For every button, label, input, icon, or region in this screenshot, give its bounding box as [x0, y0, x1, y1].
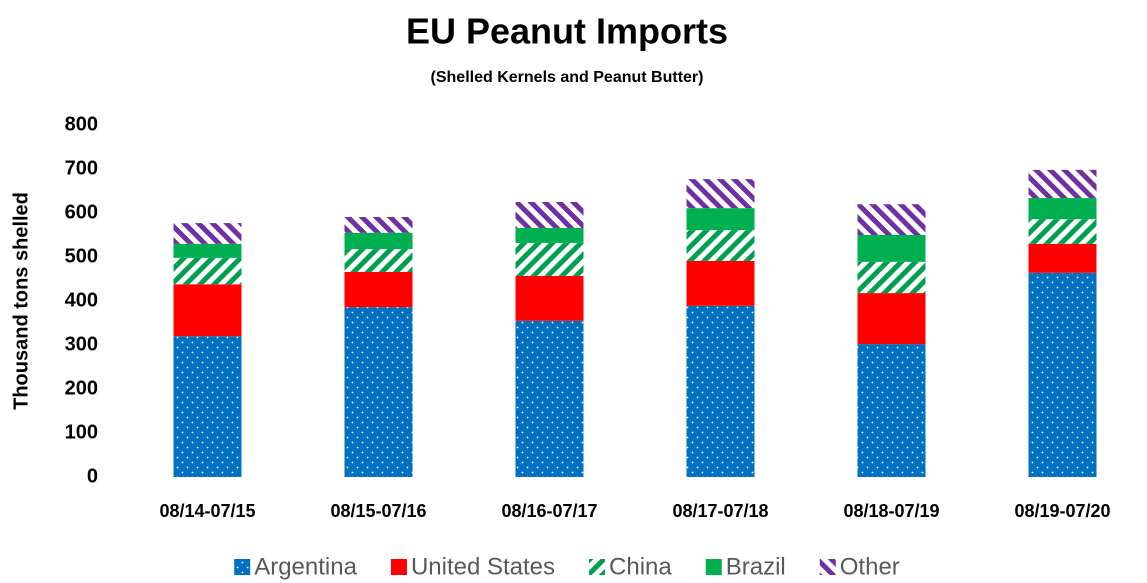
chart-subtitle: (Shelled Kernels and Peanut Butter): [431, 69, 704, 86]
x-tick-label: 08/19-07/20: [1014, 501, 1110, 521]
legend-label: Other: [840, 553, 900, 580]
legend-label: Argentina: [254, 553, 357, 580]
bar-segment: [857, 261, 926, 294]
y-tick-label: 100: [65, 421, 98, 443]
legend-label: Brazil: [726, 553, 786, 580]
bar-segment: [515, 227, 584, 243]
legend-swatch: [819, 559, 836, 575]
legend-item: Brazil: [705, 553, 786, 580]
bar-segment: [1028, 169, 1097, 199]
legend-label: China: [609, 553, 672, 580]
bar-segment: [173, 243, 242, 258]
bar-segment: [173, 284, 242, 337]
y-tick-label: 800: [65, 113, 98, 135]
bar-segment: [344, 232, 413, 250]
bar-segment: [515, 242, 584, 276]
bar-segment: [686, 208, 755, 231]
bar-segment: [344, 249, 413, 272]
x-tick-label: 08/16-07/17: [501, 501, 597, 521]
bar-segment: [1028, 198, 1097, 220]
legend-item: United States: [390, 553, 555, 580]
legend-label: United States: [411, 553, 555, 580]
bar-segment: [173, 336, 242, 477]
legend-item: China: [589, 553, 672, 580]
chart-title: EU Peanut Imports: [406, 11, 728, 52]
bar-segment: [857, 235, 926, 262]
y-axis-label: Thousand tons shelled: [10, 192, 32, 410]
y-tick-label: 300: [65, 333, 98, 355]
x-tick-label: 08/14-07/15: [159, 501, 255, 521]
bar-segment: [515, 275, 584, 321]
bar-segment: [173, 223, 242, 244]
bar-segment: [173, 257, 242, 285]
bar-segment: [686, 260, 755, 306]
bar-segment: [344, 216, 413, 233]
y-tick-label: 500: [65, 245, 98, 267]
y-tick-label: 600: [65, 201, 98, 223]
bar-segment: [344, 307, 413, 477]
bar-segment: [515, 320, 584, 477]
bar-segment: [1028, 243, 1097, 273]
y-tick-label: 400: [65, 289, 98, 311]
bar-segment: [857, 293, 926, 345]
y-tick-label: 0: [87, 465, 98, 487]
y-tick-label: 700: [65, 157, 98, 179]
legend-swatch: [234, 559, 251, 575]
bar-segment: [515, 202, 584, 228]
legend-item: Argentina: [234, 553, 358, 580]
bar-segment: [1028, 219, 1097, 244]
bar-segment: [686, 179, 755, 209]
y-tick-label: 200: [65, 377, 98, 399]
bar-segment: [857, 344, 926, 477]
x-tick-label: 08/15-07/16: [330, 501, 426, 521]
bar-segment: [344, 271, 413, 308]
bar-segment: [686, 230, 755, 261]
legend-swatch: [589, 559, 606, 575]
bar-segment: [686, 305, 755, 477]
legend-swatch: [705, 559, 722, 575]
bar-segment: [857, 204, 926, 235]
legend-item: Other: [819, 553, 900, 580]
bar-segment: [1028, 272, 1097, 477]
x-tick-label: 08/18-07/19: [843, 501, 939, 521]
legend-swatch: [390, 559, 407, 575]
x-tick-label: 08/17-07/18: [672, 501, 768, 521]
